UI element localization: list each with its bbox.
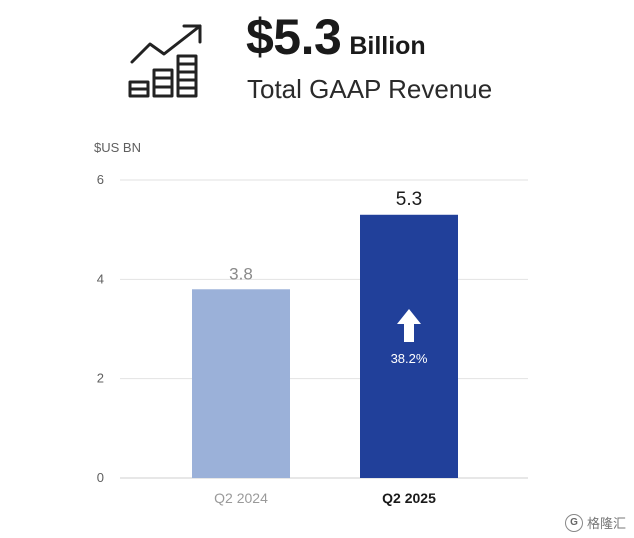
bar-value-labels: 3.8 5.3 [229,189,422,284]
bar-value-label: 3.8 [229,264,253,283]
y-axis-label: $US BN [94,140,141,155]
bar-value-label: 5.3 [396,189,422,210]
headline: $5.3 Billion [246,8,426,66]
growth-bars-icon [128,24,202,98]
watermark: G 格隆汇 [564,513,626,532]
headline-subtitle: Total GAAP Revenue [247,74,493,104]
y-tick-label: 0 [97,470,104,485]
y-tick-labels: 0 2 4 6 [97,172,104,485]
y-tick-label: 6 [97,172,104,187]
gridlines [120,179,528,479]
y-tick-label: 4 [97,271,104,286]
header: $5.3 Billion Total GAAP Revenue [0,0,634,130]
x-tick-labels: Q2 2024 Q2 2025 [214,490,436,506]
watermark-logo-icon: G [564,513,583,532]
growth-percent-label: 38.2% [391,351,428,366]
watermark-text: 格隆汇 [586,516,626,531]
x-tick-label: Q2 2024 [214,490,268,506]
bars [192,214,458,478]
growth-annotation: 38.2% [391,309,428,366]
bar [360,214,458,478]
bar [192,289,290,478]
up-arrow-icon [397,309,421,342]
x-tick-label: Q2 2025 [382,490,436,506]
headline-unit: Billion [349,32,426,60]
y-tick-label: 2 [97,371,104,386]
headline-value: $5.3 [246,9,342,65]
